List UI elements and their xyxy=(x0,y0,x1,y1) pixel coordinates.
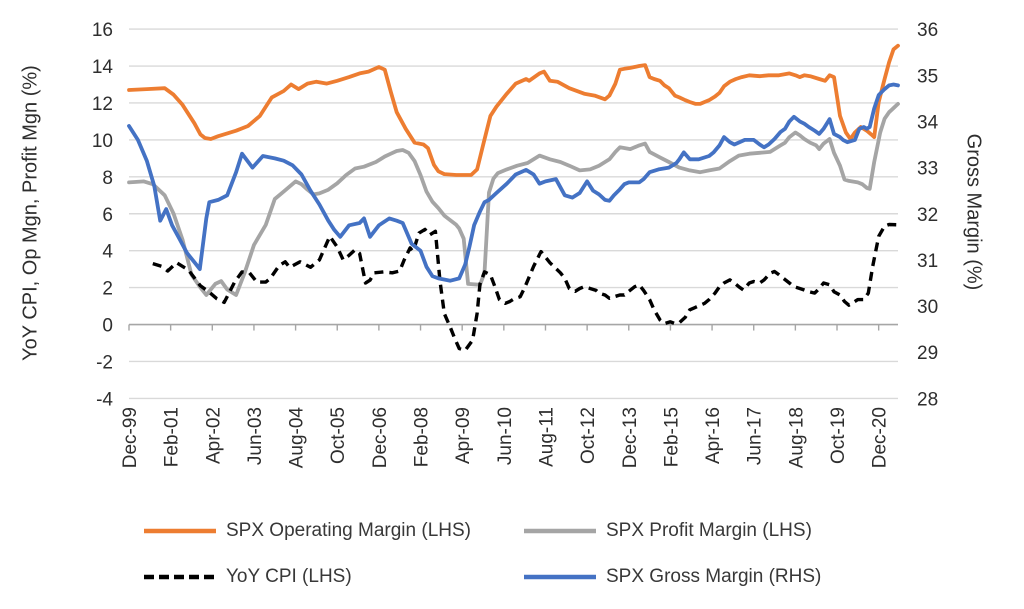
x-tick-label-jun-03: Jun-03 xyxy=(245,407,266,465)
x-tick-label-feb-01: Feb-01 xyxy=(162,407,183,467)
x-tick-label-jun-17: Jun-17 xyxy=(745,407,766,465)
legend-item-yoy-cpi: YoY CPI (LHS) xyxy=(143,565,352,589)
y-left-tick-label: -4 xyxy=(96,389,113,410)
series-line-spx-profit-margin-lhs xyxy=(127,102,900,297)
y-right-tick-label: 33 xyxy=(917,159,938,180)
x-tick-label-aug-18: Aug-18 xyxy=(786,407,807,468)
y-right-tick-label: 29 xyxy=(917,343,938,364)
x-tick-label-oct-19: Oct-19 xyxy=(828,407,849,464)
y-right-tick-label: 34 xyxy=(917,112,939,133)
y-left-tick-label: 6 xyxy=(102,205,113,226)
legend-label: SPX Operating Margin (LHS) xyxy=(226,520,471,541)
x-tick-label-oct-12: Oct-12 xyxy=(578,407,599,464)
x-tick-label-apr-02: Apr-02 xyxy=(203,407,224,464)
legend-line-sample-gross-margin xyxy=(524,574,596,580)
x-tick-label-jun-10: Jun-10 xyxy=(495,407,516,465)
y-left-tick-label: 0 xyxy=(102,316,113,337)
right-axis-title: Gross Margin (%) xyxy=(962,133,985,291)
series-line-spx-gross-margin-rhs xyxy=(127,82,900,283)
y-right-tick-label: 28 xyxy=(917,389,938,410)
series-line-yoy-cpi-lhs xyxy=(152,222,899,353)
y-right-tick-label: 31 xyxy=(917,251,938,272)
legend-line-sample-yoy-cpi xyxy=(144,574,216,580)
left-axis-title: YoY CPI, Op Mgn, Profit Mgn (%) xyxy=(19,65,42,361)
legend-label: SPX Profit Margin (LHS) xyxy=(606,520,812,541)
x-tick-label-feb-08: Feb-08 xyxy=(412,407,433,467)
x-tick-label-dec-06: Dec-06 xyxy=(370,407,391,468)
y-left-tick-label: 8 xyxy=(102,168,113,189)
legend-item-gross-margin: SPX Gross Margin (RHS) xyxy=(523,565,821,589)
x-tick-label-apr-16: Apr-16 xyxy=(703,407,724,464)
y-left-tick-label: -2 xyxy=(96,352,113,373)
y-left-tick-label: 4 xyxy=(102,242,113,263)
legend-line-sample-profit-margin xyxy=(524,528,596,534)
x-tick-label-dec-20: Dec-20 xyxy=(870,407,891,468)
x-tick-label-aug-04: Aug-04 xyxy=(287,407,308,469)
y-right-tick-label: 36 xyxy=(917,20,938,41)
x-tick-label-dec-99: Dec-99 xyxy=(120,407,141,468)
legend-label: YoY CPI (LHS) xyxy=(226,566,352,587)
legend-item-operating-margin: SPX Operating Margin (LHS) xyxy=(143,519,471,543)
x-tick-label-oct-05: Oct-05 xyxy=(328,407,349,464)
x-tick-label-feb-15: Feb-15 xyxy=(661,407,682,467)
series-line-spx-operating-margin-lhs xyxy=(127,43,900,177)
y-left-tick-label: 12 xyxy=(92,94,113,115)
y-left-tick-label: 10 xyxy=(92,131,113,152)
y-right-tick-label: 32 xyxy=(917,205,938,226)
x-tick-label-aug-11: Aug-11 xyxy=(536,407,557,467)
y-right-tick-label: 30 xyxy=(917,297,938,318)
y-left-tick-label: 16 xyxy=(92,20,113,41)
x-tick-label-apr-09: Apr-09 xyxy=(453,407,474,464)
y-right-tick-label: 35 xyxy=(917,66,938,87)
y-left-tick-label: 14 xyxy=(92,57,114,78)
y-left-tick-label: 2 xyxy=(102,279,113,300)
legend-item-profit-margin: SPX Profit Margin (LHS) xyxy=(523,519,812,543)
x-tick-label-dec-13: Dec-13 xyxy=(620,407,641,468)
legend-line-sample-operating-margin xyxy=(144,528,216,534)
legend-label: SPX Gross Margin (RHS) xyxy=(606,566,822,587)
